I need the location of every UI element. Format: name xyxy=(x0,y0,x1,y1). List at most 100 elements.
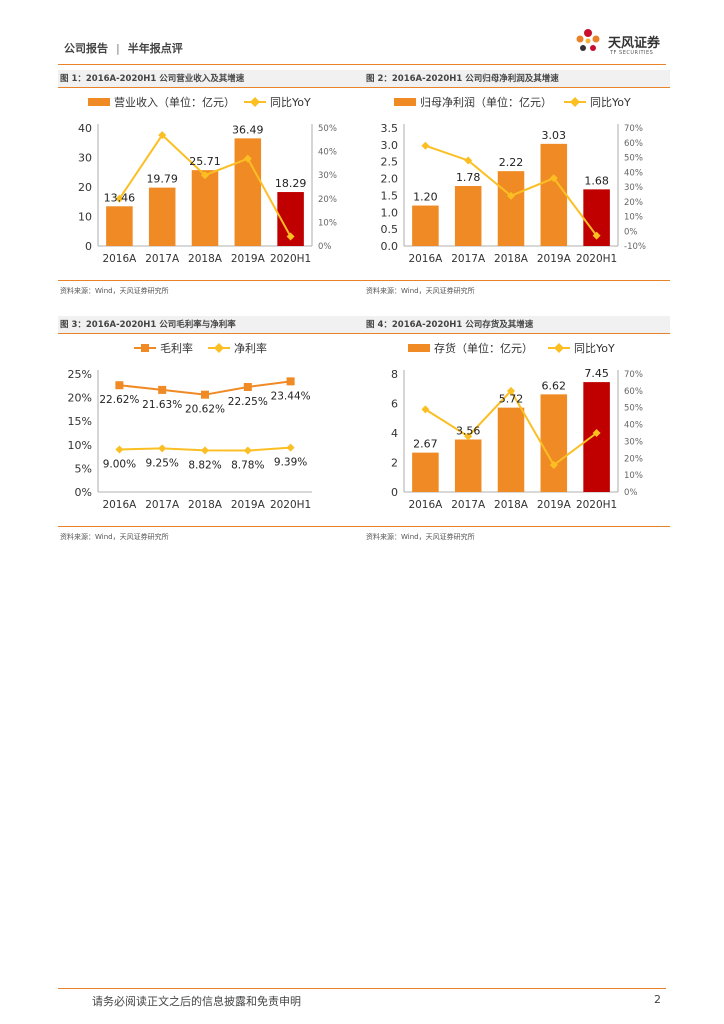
y-tick-left: 5% xyxy=(75,462,92,475)
series-point xyxy=(115,445,124,454)
bar-value-label: 6.62 xyxy=(542,379,567,392)
bar-value-label: 36.49 xyxy=(232,123,263,136)
yoy-point xyxy=(421,405,430,414)
y-tick-left: 2.5 xyxy=(381,156,399,169)
y-tick-left: 0.0 xyxy=(381,240,399,253)
x-tick-label: 2019A xyxy=(537,499,572,511)
legend-label: 同比YoY xyxy=(590,96,631,109)
bar xyxy=(540,143,568,246)
series-value-label: 21.63% xyxy=(142,399,182,411)
chart-bottom-rule xyxy=(364,526,670,527)
bar xyxy=(412,452,439,492)
bar-value-label: 25.71 xyxy=(189,155,221,168)
y-tick-right: 60% xyxy=(624,387,643,397)
yoy-point xyxy=(115,194,124,203)
series-point xyxy=(115,381,124,390)
chart-title-rule xyxy=(364,87,670,88)
chart-source: 资料来源：Wind，天风证券研究所 xyxy=(60,287,169,295)
chart-panel-2: 图 2：2016A-2020H1 公司归母净利润及其增速 归母净利润（单位：亿元… xyxy=(364,70,670,300)
bar xyxy=(454,439,482,492)
y-tick-left: 40 xyxy=(78,122,92,135)
series-value-label: 22.25% xyxy=(228,396,268,408)
legend-marker xyxy=(554,343,564,353)
footer-disclaimer: 请务必阅读正文之后的信息披露和免责申明 xyxy=(92,995,301,1008)
y-tick-left: 30 xyxy=(78,152,92,165)
chart-title: 图 1：2016A-2020H1 公司营业收入及其增速 xyxy=(58,70,364,88)
y-tick-left: 10 xyxy=(78,211,92,224)
chart-panel-3: 图 3：2016A-2020H1 公司毛利率与净利率 毛利率 净利率 0% 5% 10%… xyxy=(58,316,364,546)
header-divider xyxy=(58,64,666,65)
x-tick-label: 2016A xyxy=(408,499,443,511)
legend-marker xyxy=(250,97,260,107)
y-tick-left: 0% xyxy=(75,486,92,499)
x-tick-label: 2018A xyxy=(494,499,529,511)
chart-panel-4: 图 4：2016A-2020H1 公司存货及其增速 存货（单位：亿元） 同比YoY… xyxy=(364,316,670,546)
legend-label: 同比YoY xyxy=(574,342,615,355)
header-separator: | xyxy=(115,42,120,55)
bar-value-label: 1.78 xyxy=(456,171,481,184)
y-tick-left: 10% xyxy=(68,439,92,452)
chart-title-rule xyxy=(58,333,364,334)
y-tick-left: 8 xyxy=(391,368,398,381)
series-value-label: 9.00% xyxy=(103,459,136,471)
x-tick-label: 2020H1 xyxy=(270,499,311,511)
y-tick-left: 2 xyxy=(391,457,398,470)
chart-net-profit: 归母净利润（单位：亿元） 同比YoY 0.0 0.5 1.0 1.5 2.0 2.5 3.0 3.… xyxy=(381,95,646,265)
y-tick-left: 2.0 xyxy=(381,173,399,186)
series-point xyxy=(286,443,295,452)
series-value-label: 9.39% xyxy=(274,457,307,469)
chart-margins: 毛利率 净利率 0% 5% 10% 15% 20% 25% 2016A 2017A 2018A 201… xyxy=(68,341,312,511)
x-tick-label: 2017A xyxy=(451,499,486,511)
y-tick-right: 30% xyxy=(624,437,643,447)
y-tick-left: 3.5 xyxy=(381,122,399,135)
y-tick-left: 3.0 xyxy=(381,139,399,152)
y-tick-left: 25% xyxy=(68,368,92,381)
yoy-point xyxy=(507,191,515,200)
y-tick-right: 20% xyxy=(318,195,337,205)
y-tick-right: 50% xyxy=(624,154,643,164)
bar-value-label: 3.56 xyxy=(456,424,481,437)
x-tick-label: 2016A xyxy=(102,499,137,511)
legend-marker xyxy=(214,343,224,353)
x-tick-label: 2020H1 xyxy=(576,499,617,511)
series-point xyxy=(158,385,167,394)
chart-title: 图 4：2016A-2020H1 公司存货及其增速 xyxy=(364,316,670,334)
x-tick-label: 2016A xyxy=(102,253,137,265)
x-tick-label: 2016A xyxy=(408,253,443,265)
bar xyxy=(412,205,439,246)
chart-title: 图 3：2016A-2020H1 公司毛利率与净利率 xyxy=(58,316,364,334)
y-tick-right: 40% xyxy=(318,148,337,158)
series-value-label: 22.62% xyxy=(99,394,139,406)
series-value-label: 9.25% xyxy=(146,457,179,469)
bar xyxy=(234,138,262,246)
y-tick-right: 10% xyxy=(624,213,643,223)
x-tick-label: 2019A xyxy=(537,253,572,265)
y-tick-right: 0% xyxy=(624,488,638,498)
y-tick-left: 1.5 xyxy=(381,189,399,202)
x-tick-label: 2017A xyxy=(451,253,486,265)
bar-value-label: 18.29 xyxy=(275,177,307,190)
y-tick-left: 1.0 xyxy=(381,206,399,219)
flower-logo-icon xyxy=(576,29,600,51)
y-tick-right: 20% xyxy=(624,198,643,208)
y-tick-right: 70% xyxy=(624,370,643,380)
y-tick-left: 0 xyxy=(85,240,92,253)
bar xyxy=(540,394,568,492)
bar-value-label: 1.68 xyxy=(584,174,609,187)
yoy-point xyxy=(464,432,473,441)
bar-value-label: 1.20 xyxy=(413,191,438,204)
footer-divider xyxy=(58,988,666,989)
yoy-point xyxy=(243,154,252,163)
series-value-label: 20.62% xyxy=(185,404,225,416)
x-tick-label: 2019A xyxy=(231,253,266,265)
yoy-point xyxy=(464,156,473,165)
legend-marker xyxy=(141,344,149,352)
y-tick-left: 0.5 xyxy=(381,223,399,236)
report-header: 公司报告 | 半年报点评 xyxy=(64,40,183,56)
chart-title-rule xyxy=(364,333,670,334)
series-point xyxy=(201,390,209,399)
yoy-point xyxy=(286,232,295,241)
y-tick-right: 10% xyxy=(318,218,337,228)
y-tick-right: 0% xyxy=(624,227,638,237)
y-tick-right: 70% xyxy=(624,124,643,134)
